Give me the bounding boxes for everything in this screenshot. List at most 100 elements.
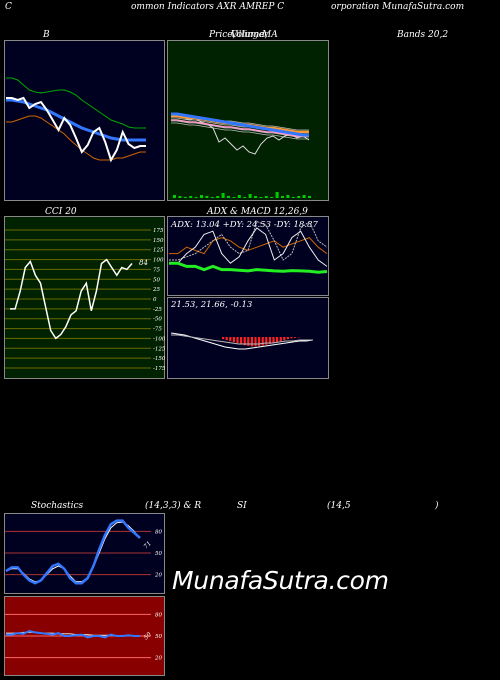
volume-bar (286, 195, 290, 198)
series-signal (171, 334, 313, 345)
macd-bar (232, 337, 235, 343)
volume-bar (291, 197, 295, 198)
volume-bar (302, 195, 306, 198)
volume-bars (173, 192, 311, 198)
macd-bar (243, 337, 246, 346)
cci-tick-label: 175 (153, 228, 164, 234)
title-stoch-4: (14,5 (327, 501, 351, 511)
stoch-tick-label: 50 (155, 551, 162, 557)
title-bollinger-b: B (43, 30, 50, 40)
macd-bar (229, 337, 232, 342)
volume-bar (189, 196, 193, 198)
volume-bar (178, 196, 182, 198)
macd-bar (258, 337, 261, 347)
cci-tick-label: 0 (153, 297, 157, 303)
series-stoch-k (5, 519, 141, 585)
volume-bar (205, 196, 209, 198)
volume-bar (173, 195, 176, 198)
volume-bar (308, 196, 311, 198)
volume-bar (200, 195, 203, 198)
series-dy-white (169, 227, 328, 267)
macd-bar (290, 337, 293, 339)
macd-bar (268, 337, 271, 345)
brand-watermark: MunafaSutra.com (172, 566, 389, 595)
macd-bar (276, 337, 279, 343)
series-b-value (6, 96, 146, 163)
series-dy-grey (169, 220, 328, 261)
title-stoch-3: SI (237, 501, 247, 511)
title-stoch-1: Stochastics (31, 501, 84, 511)
macd-bar (261, 337, 264, 346)
header-c: C (5, 2, 12, 12)
volume-bar (281, 196, 284, 198)
macd-bar (254, 337, 257, 347)
rsi-tick-label: 20 (154, 656, 162, 662)
macd-bar (240, 337, 243, 345)
cci-tick-label: -50 (153, 317, 162, 323)
macd-bar (265, 337, 268, 345)
cci-tick-label: 25 (152, 287, 160, 293)
volume-bar (254, 196, 257, 198)
title-stoch-2: (14,3,3) & R (145, 501, 202, 511)
series-b-avg (6, 98, 146, 142)
rsi-tick-label: 80 (155, 612, 162, 618)
macd-bar (279, 337, 282, 342)
series-ma-pink (171, 119, 309, 137)
series-band-upper (6, 77, 146, 129)
macd-bar (222, 337, 225, 340)
volume-bar (264, 196, 268, 198)
header-title-1: ommon Indicators AXR AMREP C (131, 2, 285, 12)
series-ma-blue (171, 112, 309, 137)
cci-tick-label: -125 (153, 346, 165, 352)
macd-bar (250, 337, 253, 347)
macd-label: 21.53, 21.66, -0.13 (170, 300, 252, 310)
cci-tick-label: 150 (153, 238, 164, 244)
volume-bar (243, 197, 247, 198)
cci-tick-label: 125 (153, 248, 164, 254)
bollinger-b-chart (4, 40, 165, 201)
volume-bar (270, 197, 274, 198)
stoch-grid: 80 50 20 (5, 529, 162, 579)
volume-bar (232, 197, 236, 198)
macd-bar (294, 337, 297, 338)
title-cci: CCI 20 (45, 207, 77, 217)
macd-bar (236, 337, 239, 344)
volume-bar (237, 195, 241, 198)
macd-bar (272, 337, 275, 344)
title-price: Price, (209, 30, 236, 40)
adx-label: ADX: 13.04 +DY: 24.53 -DY: 18.87 (170, 220, 318, 230)
macd-histogram (222, 337, 300, 347)
title-adx-macd: ADX & MACD 12,26,9 (207, 207, 308, 217)
rsi-chart: 80 50 20 50 (4, 596, 165, 676)
macd-bar (283, 337, 286, 341)
cci-tick-label: -150 (153, 356, 165, 362)
title-stoch-5: ) (435, 501, 439, 511)
cci-tick-label: -25 (153, 307, 162, 313)
title-volume: Volume, (231, 30, 268, 40)
volume-bar (297, 196, 301, 198)
ma-line-5 (171, 122, 309, 140)
cci-last-value: 84 (139, 259, 148, 267)
series-band-lower (6, 115, 146, 161)
volume-bar (221, 193, 225, 198)
macd-bar (247, 337, 250, 346)
rsi-tick-label: 50 (155, 634, 162, 640)
cci-tick-label: 50 (153, 277, 160, 283)
cci-tick-label: -100 (153, 336, 165, 342)
volume-bar (194, 197, 198, 198)
macd-chart: 21.53, 21.66, -0.13 (167, 297, 329, 379)
volume-bar (259, 197, 263, 198)
cci-tick-label: 100 (153, 258, 164, 264)
series-cci (10, 258, 133, 340)
macd-bar (225, 337, 228, 341)
title-bollinger: Ollinger (231, 30, 269, 40)
adx-chart: ADX: 13.04 +DY: 24.53 -DY: 18.87 (167, 216, 329, 296)
cci-tick-label: -75 (153, 327, 162, 333)
stochastics-chart: 80 50 20 71 (4, 513, 165, 594)
volume-bar (248, 194, 252, 198)
volume-bar (216, 196, 220, 198)
title-ma: MA (262, 30, 278, 40)
stoch-last-value: 71 (142, 540, 152, 550)
title-bands: Bands 20,2 (397, 30, 449, 40)
volume-bar (183, 197, 187, 198)
